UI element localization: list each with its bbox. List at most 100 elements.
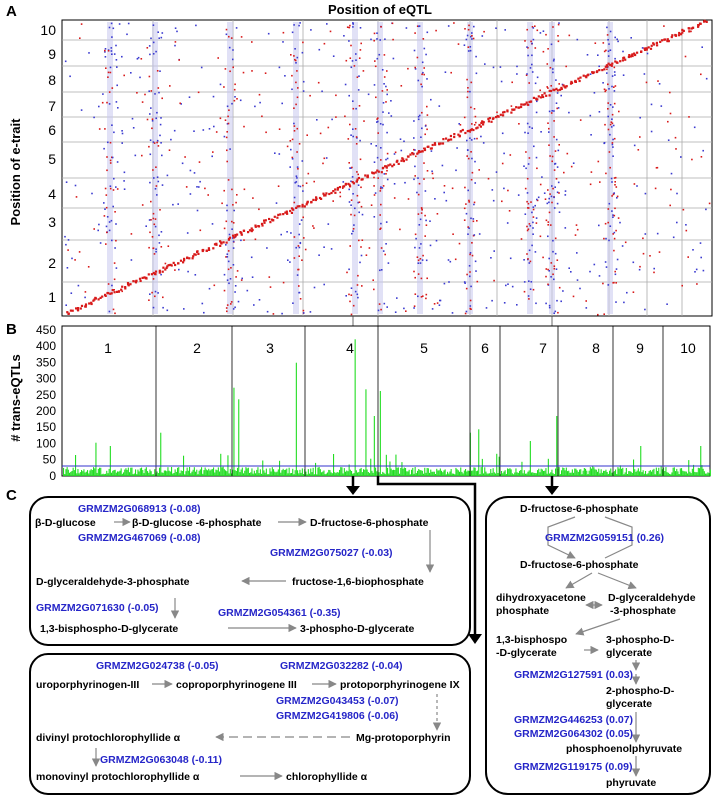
cis-point — [411, 152, 414, 155]
cis-point — [284, 211, 287, 214]
eqtl-point — [547, 283, 549, 286]
eqtl-point — [589, 73, 592, 75]
eqtl-point — [104, 208, 106, 210]
eqtl-point — [268, 276, 271, 278]
eqtl-point — [608, 239, 610, 242]
metabolite-label: D-fructose-6-phosphate — [520, 503, 639, 515]
eqtl-point — [198, 186, 200, 188]
eqtl-point — [639, 136, 641, 138]
eqtl-point — [474, 260, 477, 263]
eqtl-point — [386, 306, 388, 308]
panel-a-letter: A — [6, 3, 17, 20]
cis-point — [418, 150, 421, 153]
cis-point — [579, 76, 582, 79]
eqtl-point — [229, 70, 231, 73]
eqtl-point — [557, 35, 559, 37]
eqtl-point — [669, 112, 672, 115]
cis-point — [374, 171, 377, 174]
eqtl-point — [261, 115, 263, 118]
cis-point — [407, 155, 410, 158]
trans-eqtl-bar — [97, 468, 99, 476]
eqtl-point — [516, 65, 518, 68]
eqtl-point — [113, 131, 115, 134]
eqtl-point — [350, 44, 352, 47]
eqtl-point — [556, 92, 559, 94]
trans-eqtl-bar — [132, 474, 134, 476]
eqtl-point — [548, 270, 550, 272]
eqtl-point — [151, 120, 154, 122]
trans-eqtl-bar — [522, 473, 524, 476]
trans-eqtl-bar — [89, 470, 91, 476]
eqtl-point — [424, 235, 426, 237]
eqtl-point — [230, 303, 232, 305]
eqtl-point — [422, 71, 424, 74]
eqtl-point — [549, 155, 551, 157]
cis-point — [598, 69, 601, 72]
metabolite-label: glycerate — [606, 647, 652, 659]
trans-eqtl-bar — [63, 467, 65, 476]
trans-eqtl-bar — [447, 471, 449, 476]
trans-eqtl-bar — [137, 469, 139, 476]
eqtl-point — [174, 269, 176, 271]
eqtl-point — [149, 113, 151, 115]
eqtl-point — [653, 271, 655, 274]
cis-point — [382, 166, 385, 169]
trans-eqtl-bar — [369, 473, 371, 476]
trans-eqtl-bar — [466, 471, 468, 476]
trans-eqtl-bar — [406, 471, 408, 476]
trans-eqtl-bar — [179, 473, 181, 476]
trans-eqtl-bar — [211, 469, 213, 476]
trans-eqtl-bar — [616, 474, 618, 476]
trans-eqtl-bar — [623, 474, 625, 476]
eqtl-point — [523, 165, 525, 167]
cis-point — [301, 205, 304, 208]
eqtl-point — [413, 137, 415, 139]
eqtl-point — [526, 73, 528, 75]
trans-eqtl-bar — [171, 467, 173, 476]
eqtl-point — [464, 282, 466, 284]
eqtl-point — [294, 59, 297, 62]
cis-point — [541, 94, 544, 97]
eqtl-point — [234, 96, 236, 98]
eqtl-point — [607, 221, 609, 224]
eqtl-point — [148, 145, 150, 148]
trans-eqtl-bar — [513, 474, 515, 476]
trans-eqtl-bar — [555, 468, 557, 476]
eqtl-point — [475, 121, 477, 124]
trans-eqtl-bar — [588, 470, 590, 476]
trans-eqtl-bar — [216, 470, 218, 476]
cis-point — [129, 283, 132, 286]
eqtl-point — [227, 268, 230, 271]
eqtl-point — [611, 142, 614, 144]
eqtl-point — [127, 22, 130, 25]
cis-point — [397, 162, 400, 165]
metabolite-label: glycerate — [606, 698, 652, 710]
cis-point — [491, 117, 494, 120]
eqtl-point — [570, 271, 572, 273]
eqtl-point — [576, 38, 579, 41]
trans-eqtl-bar — [561, 470, 563, 476]
gene-label: GRMZM2G119175 (0.09) — [514, 761, 632, 773]
eqtl-point — [383, 76, 386, 78]
trans-eqtl-bar — [157, 473, 159, 476]
eqtl-point — [501, 162, 504, 165]
cis-point — [431, 143, 434, 147]
eqtl-point — [451, 187, 454, 190]
eqtl-point — [352, 128, 354, 130]
cis-point — [497, 115, 500, 118]
trans-eqtl-bar — [126, 469, 128, 476]
cis-point — [236, 233, 239, 236]
eqtl-point — [639, 265, 641, 268]
eqtl-point — [225, 244, 227, 246]
eqtl-point — [352, 135, 354, 138]
metabolite-label: coproporphyrinogene III — [176, 679, 297, 691]
eqtl-point — [342, 181, 345, 183]
eqtl-point — [466, 139, 468, 142]
eqtl-point — [342, 187, 344, 189]
eqtl-point — [527, 207, 530, 209]
eqtl-point — [449, 260, 452, 263]
eqtl-point — [550, 43, 553, 46]
trans-eqtl-bar — [665, 467, 667, 476]
trans-eqtl-bar — [570, 472, 572, 476]
trans-eqtl-bar — [709, 469, 711, 476]
